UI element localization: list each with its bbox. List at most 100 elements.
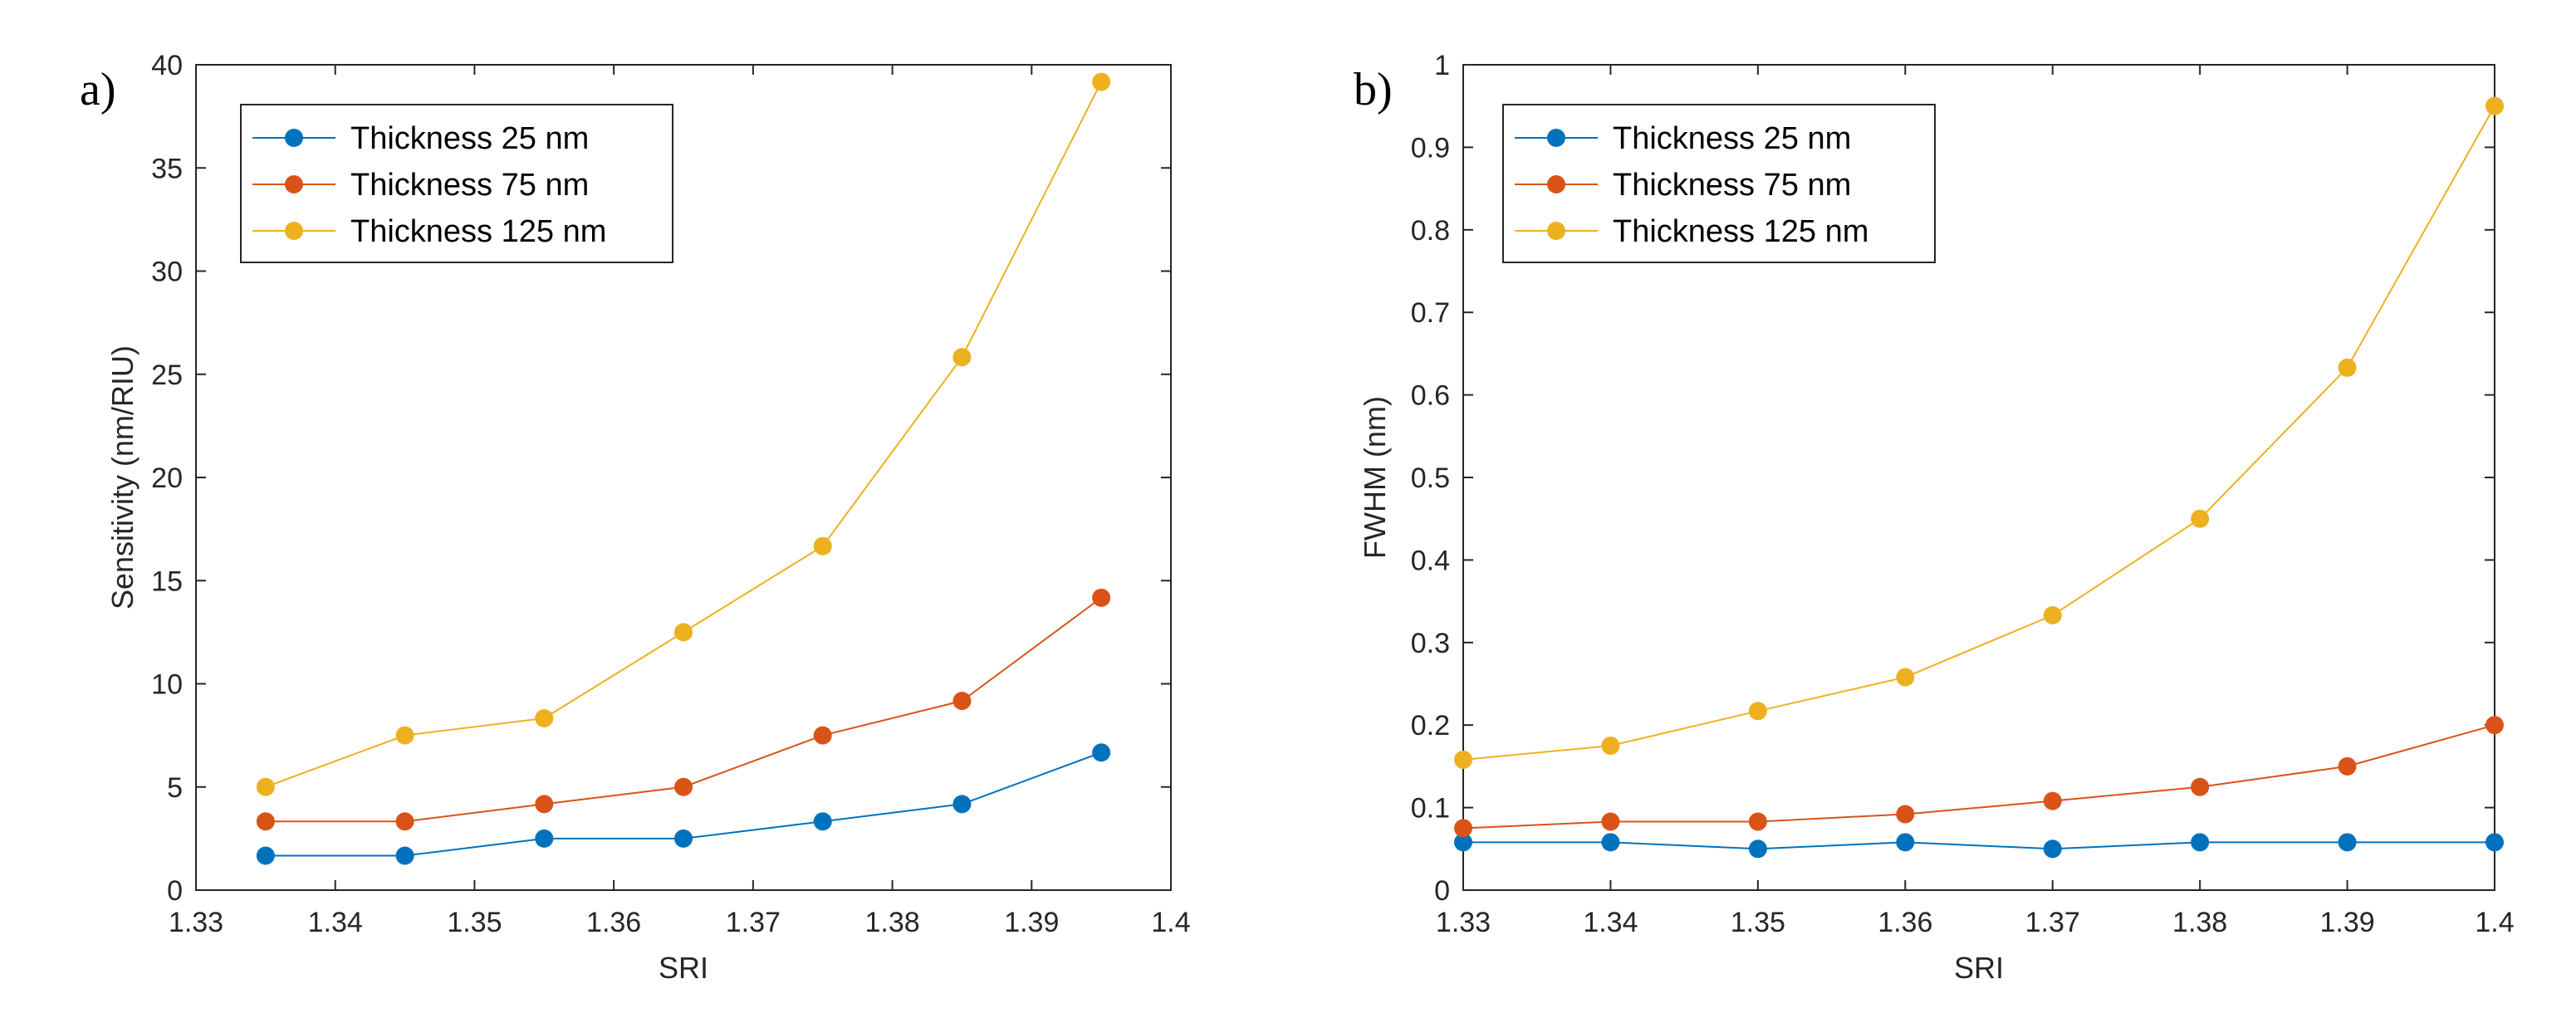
y-tick-label: 10 (151, 669, 183, 701)
y-tick-label: 30 (151, 257, 183, 288)
y-tick-label: 0.3 (1411, 628, 1450, 659)
y-tick-label: 0.8 (1411, 215, 1450, 247)
y-tick-label: 35 (151, 153, 183, 184)
legend-label: Thickness 125 nm (1613, 214, 1868, 249)
series-line (1463, 841, 2495, 850)
data-point (1092, 72, 1111, 91)
y-tick-label: 1 (1434, 50, 1450, 81)
x-tick-label: 1.35 (447, 907, 502, 938)
data-point (813, 726, 832, 745)
data-point (1092, 743, 1111, 762)
y-tick-label: 0.1 (1411, 793, 1450, 825)
legend-label: Thickness 25 nm (1613, 121, 1851, 156)
legend-label: Thickness 125 nm (350, 214, 606, 249)
y-tick-label: 0.7 (1411, 297, 1450, 329)
data-point (535, 795, 554, 814)
legend-swatch-marker (1547, 222, 1565, 240)
y-tick-label: 0.9 (1411, 132, 1450, 164)
x-tick-label: 1.38 (2172, 907, 2227, 938)
legend-swatch-marker (1547, 129, 1565, 147)
data-point (256, 846, 275, 865)
y-axis-title: FWHM (nm) (1358, 396, 1392, 559)
data-point (2043, 839, 2062, 859)
y-axis-title: Sensitivity (nm/RIU) (105, 345, 140, 609)
y-tick-label: 40 (151, 50, 183, 81)
legend-swatch-marker (285, 175, 303, 193)
data-point (1748, 812, 1767, 831)
data-point (535, 829, 554, 848)
y-tick-label: 0.2 (1411, 710, 1450, 742)
data-point (256, 812, 275, 831)
data-point (395, 812, 414, 831)
data-point (2338, 833, 2357, 852)
legend-swatch-marker (1547, 175, 1565, 193)
data-point (2338, 358, 2357, 377)
x-tick-label: 1.34 (308, 907, 363, 938)
y-tick-label: 0.5 (1411, 463, 1450, 494)
data-point (1454, 750, 1472, 769)
series-line (1462, 724, 2495, 830)
x-axis-title: SRI (1954, 951, 2004, 985)
data-point (1896, 805, 1915, 824)
data-point (674, 829, 693, 848)
legend-swatch-marker (285, 129, 303, 147)
data-point (2043, 791, 2062, 810)
x-tick-label: 1.33 (1436, 907, 1491, 938)
data-point (2485, 833, 2504, 852)
data-point (674, 777, 693, 796)
data-point (1092, 588, 1111, 607)
data-point (1896, 668, 1915, 687)
data-point (953, 692, 972, 711)
x-tick-label: 1.36 (586, 907, 641, 938)
legend-label: Thickness 75 nm (350, 168, 589, 203)
data-point (2338, 756, 2357, 776)
data-point (1601, 812, 1620, 831)
panel-label: a) (80, 64, 116, 115)
legend-label: Thickness 25 nm (350, 121, 589, 156)
y-tick-label: 5 (167, 772, 183, 804)
x-tick-label: 1.37 (726, 907, 781, 938)
data-point (1748, 702, 1767, 721)
x-tick-label: 1.33 (169, 907, 223, 938)
data-point (953, 348, 972, 367)
data-point (2191, 777, 2210, 796)
data-point (395, 846, 414, 865)
data-point (2191, 833, 2210, 852)
data-point (535, 708, 554, 727)
data-point (2485, 96, 2504, 115)
panel-label: b) (1354, 64, 1393, 115)
legend-swatch-marker (285, 222, 303, 240)
data-point (1601, 833, 1620, 852)
legend-label: Thickness 75 nm (1613, 168, 1851, 203)
series-line (1462, 105, 2495, 761)
x-tick-label: 1.39 (2319, 907, 2374, 938)
y-tick-label: 15 (151, 565, 183, 597)
data-point (1601, 737, 1620, 756)
y-tick-label: 25 (151, 360, 183, 391)
data-point (2043, 605, 2062, 624)
x-tick-label: 1.37 (2025, 907, 2080, 938)
data-point (1454, 819, 1472, 838)
chart-panel-b: b) 1.33 1.34 1.35 1.36 1.37 1.38 1.39 1.4 0 0.1 0.2… (1354, 50, 2515, 985)
data-point (1748, 839, 1767, 859)
data-point (674, 623, 693, 642)
x-tick-label: 1.36 (1878, 907, 1932, 938)
data-point (1896, 833, 1915, 852)
data-point (813, 812, 832, 831)
data-point (2485, 716, 2504, 735)
x-axis-title: SRI (659, 951, 708, 985)
data-point (1454, 833, 1472, 852)
y-tick-label: 0.4 (1411, 545, 1450, 576)
data-point (813, 536, 832, 556)
y-tick-label: 0 (167, 875, 183, 907)
x-tick-label: 1.39 (1004, 907, 1059, 938)
y-tick-label: 20 (151, 463, 183, 494)
x-tick-label: 1.38 (864, 907, 919, 938)
x-tick-label: 1.4 (1151, 907, 1190, 938)
x-tick-label: 1.35 (1731, 907, 1785, 938)
y-tick-label: 0 (1434, 875, 1450, 907)
data-point (953, 795, 972, 814)
data-point (395, 726, 414, 745)
y-tick-label: 0.6 (1411, 380, 1450, 412)
